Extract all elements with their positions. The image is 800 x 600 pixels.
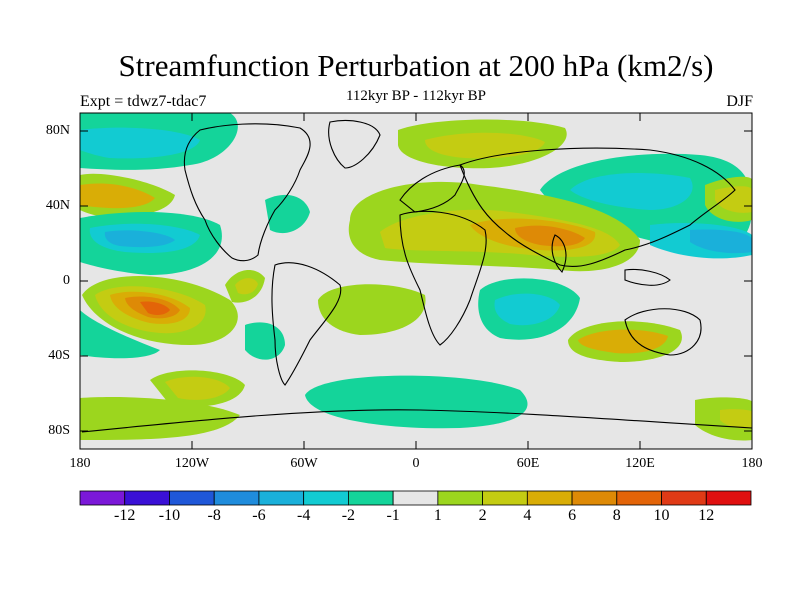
- colorbar-swatch: [213, 490, 260, 506]
- contour-region: [494, 293, 560, 326]
- colorbar-swatch: [482, 490, 528, 506]
- colorbar-swatch: [705, 490, 752, 506]
- colorbar-swatch: [258, 490, 305, 506]
- contour-region: [80, 396, 240, 440]
- contour-region: [720, 409, 752, 429]
- lon-label-180e: 180: [741, 456, 763, 471]
- colorbar-swatch: [661, 490, 707, 506]
- colorbar-label: 10: [653, 507, 670, 524]
- colorbar-label: 8: [612, 507, 621, 524]
- contour-region: [80, 183, 155, 209]
- lat-label-0: 0: [63, 273, 70, 288]
- colorbar-label: 2: [478, 507, 487, 524]
- contour-region: [235, 278, 258, 295]
- colorbar-label: 4: [523, 507, 532, 524]
- coastlines: [81, 119, 752, 433]
- contour-region: [140, 301, 170, 315]
- lon-label-120w: 120W: [174, 456, 210, 471]
- contour-region: [715, 186, 752, 213]
- colorbar-label: -6: [252, 507, 266, 524]
- colorbar-label: -1: [386, 507, 400, 524]
- contour-region: [515, 225, 585, 247]
- axis-ticks: [80, 113, 752, 449]
- colorbar-swatch: [616, 490, 662, 506]
- contour-region: [265, 194, 310, 234]
- lon-label-60e: 60E: [516, 456, 540, 471]
- colorbar-swatch: [392, 490, 439, 506]
- lat-label-40s: 40S: [48, 348, 70, 363]
- map-title: Streamfunction Perturbation at 200 hPa (…: [118, 48, 714, 83]
- lon-label-120e: 120E: [625, 456, 655, 471]
- contour-region: [425, 132, 545, 159]
- contour-region: [80, 127, 200, 159]
- colorbar-swatch: [124, 490, 170, 506]
- colorbar-swatch: [79, 490, 126, 506]
- colorbar-label: -8: [207, 507, 221, 524]
- contour-region: [305, 375, 528, 429]
- colorbar-swatch: [347, 490, 394, 506]
- contour-region: [570, 173, 693, 210]
- colorbar-swatch: [303, 490, 349, 506]
- colorbar-label: 1: [433, 507, 442, 524]
- contour-region: [165, 376, 230, 400]
- colorbar-swatch: [571, 490, 618, 506]
- lat-label-80n: 80N: [45, 123, 70, 138]
- lon-label-60w: 60W: [290, 456, 318, 471]
- map-subtitle: 112kyr BP - 112kyr BP: [345, 88, 486, 104]
- season-label: DJF: [726, 93, 753, 110]
- colorbar-swatch: [169, 490, 215, 506]
- lon-label-180w: 180: [69, 456, 91, 471]
- colorbar-label: 6: [568, 507, 577, 524]
- experiment-label: Expt = tdwz7-tdac7: [80, 93, 207, 110]
- colorbar-label: -12: [114, 507, 136, 524]
- streamfunction-field: [80, 113, 752, 449]
- colorbar-label: 12: [698, 507, 715, 524]
- contour-region: [690, 229, 752, 254]
- colorbar-label: -10: [158, 507, 181, 524]
- lat-label-40n: 40N: [45, 198, 70, 213]
- colorbar-label: -4: [296, 507, 311, 524]
- contour-region: [80, 310, 160, 359]
- lat-label-80s: 80S: [48, 423, 70, 438]
- colorbar-swatch: [437, 490, 484, 506]
- colorbar-label: -2: [341, 507, 356, 524]
- contour-region: [318, 284, 426, 335]
- colorbar: [79, 490, 752, 506]
- contour-region: [104, 230, 175, 248]
- colorbar-swatch: [526, 490, 573, 506]
- lon-label-0: 0: [412, 456, 420, 471]
